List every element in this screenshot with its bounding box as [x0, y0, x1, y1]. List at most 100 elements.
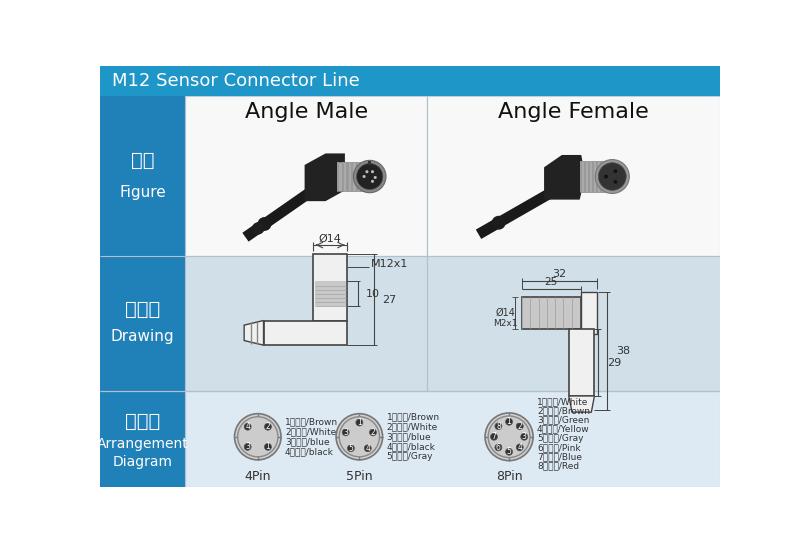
Text: Diagram: Diagram: [113, 455, 173, 469]
Text: 2、棕色/Brown: 2、棕色/Brown: [537, 406, 590, 415]
Text: 4: 4: [366, 444, 370, 453]
Bar: [427, 96, 720, 256]
Text: 2: 2: [266, 422, 270, 431]
Bar: [346, 162, 349, 191]
Text: 5Pin: 5Pin: [346, 470, 373, 484]
Circle shape: [347, 445, 354, 452]
Bar: [608, 161, 610, 192]
Text: 2、白色/White: 2、白色/White: [386, 422, 438, 431]
Circle shape: [490, 433, 498, 440]
Polygon shape: [476, 179, 569, 239]
Circle shape: [521, 433, 528, 440]
Circle shape: [234, 414, 281, 460]
Circle shape: [252, 222, 264, 235]
Text: 5: 5: [349, 444, 354, 453]
Text: 32: 32: [553, 269, 566, 280]
Circle shape: [516, 423, 523, 429]
Text: Figure: Figure: [119, 184, 166, 200]
Polygon shape: [544, 155, 585, 200]
Circle shape: [495, 444, 502, 451]
Circle shape: [238, 417, 278, 457]
Bar: [337, 162, 370, 191]
Circle shape: [614, 169, 618, 173]
Circle shape: [488, 416, 530, 458]
Bar: [361, 162, 362, 191]
Text: 3: 3: [522, 432, 526, 441]
Circle shape: [492, 216, 506, 230]
Circle shape: [370, 429, 377, 436]
Circle shape: [356, 419, 363, 426]
Text: 1、棕色/Brown: 1、棕色/Brown: [285, 417, 338, 426]
Circle shape: [595, 160, 630, 194]
Text: 7: 7: [491, 432, 497, 441]
Bar: [100, 66, 720, 96]
Text: 3、绿色/Green: 3、绿色/Green: [537, 415, 590, 424]
Bar: [100, 256, 186, 391]
Circle shape: [371, 170, 374, 173]
Circle shape: [364, 445, 371, 452]
Text: 2、白色/White: 2、白色/White: [285, 427, 336, 436]
Circle shape: [495, 423, 502, 429]
Bar: [600, 161, 602, 192]
Text: 1: 1: [357, 418, 362, 427]
Text: 4: 4: [246, 422, 250, 431]
Bar: [314, 281, 346, 306]
Text: 4、黑色/black: 4、黑色/black: [386, 443, 435, 451]
Bar: [356, 162, 358, 191]
Circle shape: [366, 170, 369, 173]
Text: Ø14: Ø14: [318, 234, 342, 244]
Text: 6、粉色/Pink: 6、粉色/Pink: [537, 443, 581, 452]
Circle shape: [485, 413, 533, 461]
Text: 1: 1: [266, 443, 270, 451]
Text: 8Pin: 8Pin: [496, 470, 522, 484]
Bar: [100, 96, 186, 256]
Bar: [522, 296, 581, 329]
Text: 10: 10: [366, 289, 380, 299]
Text: Drawing: Drawing: [111, 329, 174, 344]
Polygon shape: [244, 321, 263, 345]
Text: 7、蓝色/Blue: 7、蓝色/Blue: [537, 452, 582, 461]
Circle shape: [354, 160, 386, 193]
Bar: [100, 391, 186, 487]
Text: M12x1: M12x1: [370, 259, 408, 269]
Text: 5、灰色/Gray: 5、灰色/Gray: [386, 452, 433, 461]
Circle shape: [374, 176, 377, 179]
Bar: [580, 161, 612, 192]
Circle shape: [506, 418, 513, 425]
Polygon shape: [242, 180, 325, 242]
Text: 38: 38: [616, 346, 630, 356]
Text: 25: 25: [545, 277, 558, 287]
Circle shape: [357, 164, 383, 190]
Bar: [313, 254, 347, 321]
Bar: [581, 292, 597, 334]
Circle shape: [598, 162, 626, 190]
Circle shape: [265, 423, 271, 430]
Text: 4: 4: [518, 443, 522, 452]
Bar: [596, 161, 598, 192]
Text: Ø14: Ø14: [495, 308, 515, 318]
Bar: [368, 161, 371, 165]
Bar: [342, 162, 344, 191]
Bar: [186, 256, 427, 391]
Polygon shape: [305, 153, 345, 201]
Circle shape: [244, 444, 251, 450]
Bar: [186, 391, 720, 487]
Text: 1、白色/White: 1、白色/White: [537, 397, 588, 406]
Circle shape: [244, 423, 251, 430]
Text: 8、红色/Red: 8、红色/Red: [537, 462, 579, 470]
Bar: [604, 161, 606, 192]
Circle shape: [336, 414, 382, 460]
Circle shape: [265, 444, 271, 450]
Circle shape: [614, 180, 618, 184]
Text: 针位图: 针位图: [125, 412, 160, 431]
Text: 5: 5: [506, 447, 511, 456]
Bar: [588, 161, 590, 192]
Circle shape: [258, 217, 271, 231]
Text: Angle Female: Angle Female: [498, 102, 649, 122]
Text: 4、黄色/Yellow: 4、黄色/Yellow: [537, 424, 590, 434]
Text: 3、蓝色/blue: 3、蓝色/blue: [386, 432, 431, 441]
Text: 图例: 图例: [131, 150, 154, 170]
Polygon shape: [569, 396, 594, 412]
Circle shape: [506, 449, 513, 455]
Text: 3: 3: [343, 428, 348, 437]
